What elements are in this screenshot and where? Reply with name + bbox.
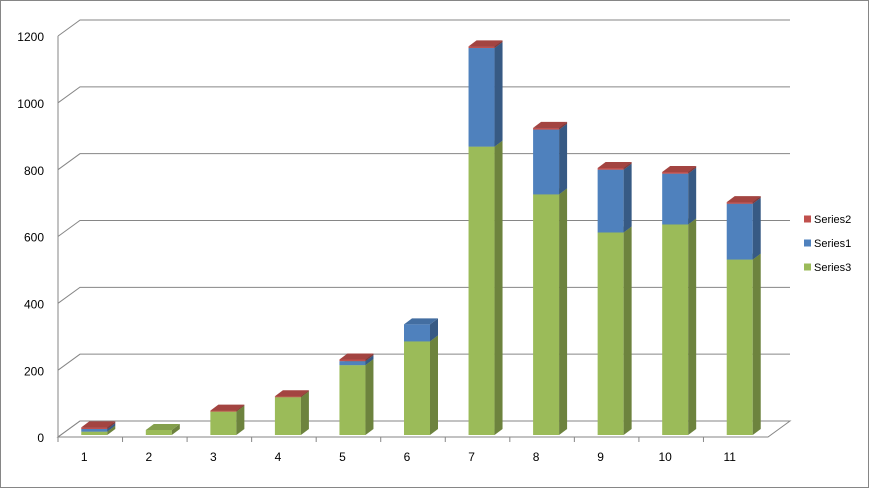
- bar-side: [365, 355, 374, 366]
- x-tick-label: 2: [145, 450, 152, 464]
- y-tick-label: 800: [24, 164, 44, 178]
- bar-top: [145, 423, 180, 430]
- bar-side: [236, 404, 245, 412]
- grid-line: [57, 19, 790, 37]
- bar-top: [726, 196, 761, 203]
- x-tick-label: 6: [404, 450, 411, 464]
- bar-segment: [274, 396, 301, 398]
- bar-segment: [210, 411, 237, 435]
- bar-side: [171, 423, 180, 435]
- bar-side: [107, 421, 116, 429]
- bar-top: [468, 40, 503, 47]
- bars: [81, 40, 761, 435]
- bar-segment: [404, 341, 430, 435]
- bar-segment: [81, 431, 108, 435]
- bar-segment: [597, 168, 624, 170]
- bar-segment: [468, 46, 495, 49]
- x-tick-label: 5: [339, 450, 346, 464]
- bar-segment: [339, 365, 366, 435]
- legend-label: Series3: [814, 262, 851, 274]
- bar-top: [597, 162, 632, 169]
- bar-side: [752, 197, 761, 260]
- gridlines: 0 200 400 600 800 1000 1200 1 2 3 4 5 6 7 8 9 10 11: [17, 19, 792, 464]
- bar-segment: [274, 397, 301, 435]
- bar-side: [494, 42, 503, 147]
- bar-segment: [533, 194, 560, 435]
- bar-side: [365, 359, 374, 435]
- bar-segment: [533, 129, 560, 195]
- bar-side: [752, 196, 761, 204]
- bar-side: [688, 166, 697, 174]
- bar-top: [533, 121, 568, 128]
- y-tick-label: 200: [24, 364, 44, 378]
- bar-segment: [662, 224, 689, 435]
- bar-side: [623, 163, 632, 233]
- x-tick-label: 10: [659, 450, 673, 464]
- legend-swatch: [804, 263, 811, 271]
- bar-side: [623, 226, 632, 435]
- bar-side: [236, 405, 245, 435]
- bar-side: [559, 121, 568, 130]
- bar-segment: [726, 202, 753, 204]
- bar-segment: [145, 429, 172, 435]
- x-tick-label: 4: [275, 450, 282, 464]
- y-tick-label: 1200: [17, 30, 44, 44]
- grid-line: [57, 86, 790, 104]
- bar-top: [404, 318, 438, 325]
- bar-segment: [339, 359, 366, 362]
- legend-label: Series1: [814, 238, 851, 250]
- bar-side: [623, 162, 632, 170]
- bar-top: [339, 353, 374, 360]
- x-tick-label: 3: [210, 450, 217, 464]
- bar-segment: [533, 127, 560, 130]
- bar-segment: [81, 427, 108, 429]
- bar-side: [300, 390, 309, 398]
- y-tick-label: 1000: [17, 97, 44, 111]
- bar-segment: [597, 169, 624, 233]
- legend: Series2 Series1 Series3: [804, 214, 851, 274]
- y-tick-label: 400: [24, 298, 44, 312]
- bar-segment: [662, 173, 689, 225]
- x-tick-label: 1: [81, 450, 88, 464]
- x-tick-label: 11: [723, 450, 736, 464]
- legend-label: Series2: [814, 214, 851, 226]
- bar-side: [300, 391, 309, 435]
- bar-segment: [404, 324, 430, 342]
- bar-side: [688, 167, 697, 225]
- bar-segment: [81, 428, 108, 432]
- bar-segment: [597, 232, 624, 435]
- bar-top: [274, 390, 309, 397]
- bar-segment: [468, 146, 495, 435]
- bar-side: [365, 353, 374, 362]
- bar-segment: [726, 259, 753, 435]
- bar-top: [210, 404, 245, 411]
- x-tick-label: 9: [597, 450, 604, 464]
- x-tick-label: 7: [468, 450, 475, 464]
- legend-swatch: [804, 215, 811, 223]
- y-tick-label: 600: [24, 231, 44, 245]
- bar-side: [752, 253, 761, 435]
- bar-segment: [339, 361, 366, 366]
- bar-segment: [726, 203, 753, 260]
- bar-side: [430, 335, 438, 435]
- bar-side: [494, 40, 503, 49]
- bar-side: [430, 318, 438, 342]
- bar-side: [688, 218, 697, 435]
- bar-side: [559, 188, 568, 435]
- bar-segment: [210, 410, 237, 412]
- bar-side: [107, 425, 116, 435]
- bar-top: [81, 421, 116, 428]
- bar-top: [662, 166, 697, 173]
- bar-side: [107, 422, 116, 432]
- y-tick-label: 0: [37, 431, 44, 445]
- bar-side: [559, 123, 568, 195]
- bar-segment: [662, 172, 689, 174]
- bar-side: [494, 140, 503, 435]
- x-tick-label: 8: [533, 450, 540, 464]
- bar-segment: [468, 48, 495, 147]
- legend-swatch: [804, 239, 811, 247]
